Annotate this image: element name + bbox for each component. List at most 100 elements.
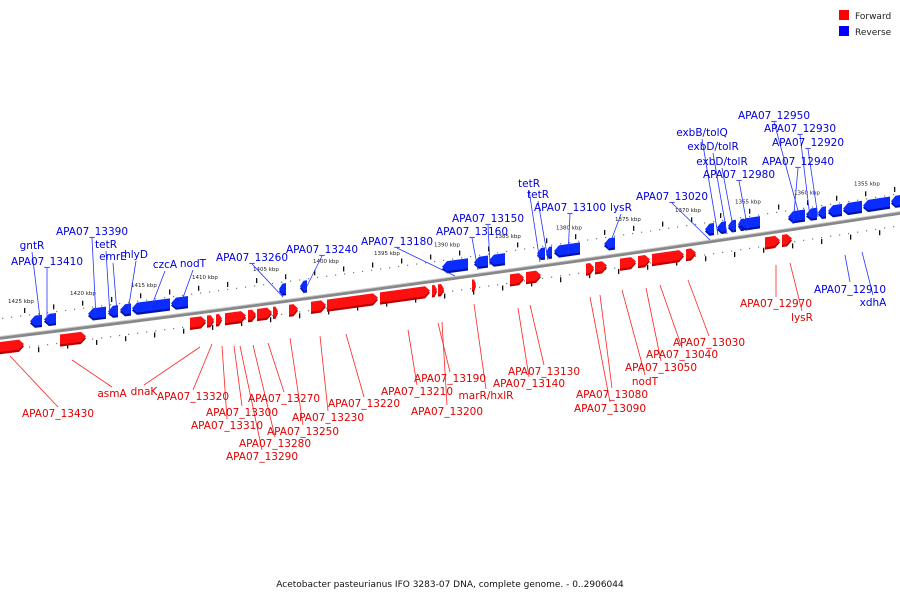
reverse-gene-label[interactable]: APA07_13260 — [216, 252, 288, 264]
forward-gene-label[interactable]: APA07_13220 — [328, 398, 400, 410]
forward-gene[interactable] — [595, 261, 607, 273]
reverse-gene-label[interactable]: tetR — [95, 239, 117, 251]
forward-gene-label[interactable]: APA07_13320 — [157, 391, 229, 403]
reverse-gene-label[interactable]: exbD/tolR — [687, 141, 739, 153]
reverse-gene-label[interactable]: APA07_12950 — [738, 110, 810, 122]
reverse-gene[interactable] — [843, 200, 862, 213]
forward-gene[interactable] — [60, 331, 86, 345]
reverse-gene-label[interactable]: nodT — [180, 258, 207, 270]
reverse-gene[interactable] — [442, 258, 468, 272]
forward-gene[interactable] — [225, 311, 246, 324]
reverse-gene[interactable] — [717, 221, 726, 232]
reverse-gene-label[interactable]: czcA — [153, 259, 178, 271]
forward-gene[interactable] — [652, 250, 684, 265]
forward-gene-label[interactable]: APA07_13190 — [414, 373, 486, 385]
reverse-gene-label[interactable]: exbB/tolQ — [676, 127, 728, 139]
forward-gene-label[interactable]: APA07_13030 — [673, 337, 745, 349]
forward-gene-label[interactable]: APA07_13280 — [239, 438, 311, 450]
reverse-gene[interactable] — [806, 207, 817, 219]
reverse-gene[interactable] — [546, 246, 552, 257]
forward-gene-label[interactable]: APA07_13090 — [574, 403, 646, 415]
reverse-gene[interactable] — [120, 303, 131, 315]
forward-gene-label[interactable]: APA07_13250 — [267, 426, 339, 438]
forward-gene[interactable] — [327, 293, 378, 310]
reverse-gene-label[interactable]: APA07_13150 — [452, 213, 524, 225]
forward-gene-label[interactable]: APA07_13130 — [508, 366, 580, 378]
forward-gene-label[interactable]: marR/hxlR — [459, 390, 514, 402]
forward-gene-label[interactable]: APA07_13210 — [381, 386, 453, 398]
reverse-gene[interactable] — [108, 305, 118, 316]
reverse-gene-label[interactable]: APA07_12920 — [772, 137, 844, 149]
forward-gene-label[interactable]: lysR — [791, 312, 813, 324]
reverse-gene[interactable] — [88, 306, 106, 319]
forward-gene[interactable] — [207, 315, 214, 326]
forward-gene-label[interactable]: APA07_13300 — [206, 407, 278, 419]
reverse-gene[interactable] — [891, 195, 900, 206]
forward-gene-label[interactable]: asmA — [97, 388, 127, 400]
reverse-gene-label[interactable]: lysR — [610, 202, 632, 214]
reverse-gene[interactable] — [171, 296, 188, 308]
forward-gene[interactable] — [380, 286, 430, 303]
forward-gene-label[interactable]: APA07_13310 — [191, 420, 263, 432]
reverse-gene-label[interactable]: tetR — [518, 178, 540, 190]
forward-gene-label[interactable]: APA07_13430 — [22, 408, 94, 420]
forward-gene-label[interactable]: APA07_13050 — [625, 362, 697, 374]
reverse-gene-label[interactable]: APA07_13180 — [361, 236, 433, 248]
forward-gene[interactable] — [248, 309, 256, 321]
reverse-gene-label[interactable]: hlyD — [124, 249, 148, 261]
reverse-gene-label[interactable]: APA07_12910 — [814, 284, 886, 296]
forward-gene[interactable] — [438, 283, 444, 295]
reverse-gene[interactable] — [554, 242, 580, 256]
reverse-gene-label[interactable]: emrE — [99, 251, 127, 263]
reverse-gene[interactable] — [132, 298, 170, 313]
reverse-gene-label[interactable]: exbD/tolR — [696, 156, 748, 168]
reverse-gene-label[interactable]: APA07_13160 — [436, 226, 508, 238]
reverse-gene-label[interactable]: APA07_13390 — [56, 226, 128, 238]
forward-gene-label[interactable]: APA07_13230 — [292, 412, 364, 424]
forward-gene-label[interactable]: APA07_13290 — [226, 451, 298, 463]
reverse-gene[interactable] — [604, 237, 615, 249]
forward-gene[interactable] — [638, 255, 650, 267]
reverse-gene-label[interactable]: APA07_12940 — [762, 156, 834, 168]
reverse-gene[interactable] — [279, 283, 286, 294]
reverse-gene-label[interactable]: APA07_13410 — [11, 256, 83, 268]
reverse-gene[interactable] — [30, 314, 42, 326]
forward-gene[interactable] — [216, 313, 222, 325]
forward-gene[interactable] — [289, 304, 298, 315]
forward-gene-label[interactable]: APA07_13140 — [493, 378, 565, 390]
reverse-gene[interactable] — [489, 253, 505, 265]
forward-gene[interactable] — [257, 307, 272, 319]
reverse-gene[interactable] — [828, 203, 842, 216]
reverse-gene-label[interactable]: APA07_13100 — [534, 202, 606, 214]
reverse-gene[interactable] — [863, 196, 890, 210]
forward-gene[interactable] — [311, 300, 326, 312]
forward-gene-label[interactable]: APA07_13040 — [646, 349, 718, 361]
forward-gene[interactable] — [526, 270, 541, 283]
forward-gene[interactable] — [782, 234, 792, 245]
forward-gene[interactable] — [190, 316, 206, 328]
reverse-gene[interactable] — [474, 255, 488, 267]
forward-gene[interactable] — [620, 257, 636, 269]
reverse-gene[interactable] — [728, 219, 736, 231]
reverse-gene-label[interactable]: APA07_12980 — [703, 169, 775, 181]
reverse-gene-label[interactable]: APA07_13020 — [636, 191, 708, 203]
forward-gene-label[interactable]: APA07_12970 — [740, 298, 812, 310]
reverse-gene[interactable] — [788, 209, 805, 222]
forward-gene-label[interactable]: dnaK — [131, 386, 159, 398]
reverse-gene[interactable] — [705, 222, 714, 234]
reverse-gene-label[interactable]: gntR — [20, 240, 45, 252]
forward-gene-label[interactable]: APA07_13270 — [248, 393, 320, 405]
forward-gene[interactable] — [765, 235, 780, 248]
forward-gene[interactable] — [586, 262, 594, 274]
forward-gene-label[interactable]: nodT — [632, 376, 659, 388]
reverse-gene-label[interactable]: APA07_12930 — [764, 123, 836, 135]
reverse-gene[interactable] — [300, 280, 307, 291]
reverse-gene-label[interactable]: xdhA — [860, 297, 888, 309]
forward-gene[interactable] — [686, 248, 696, 260]
forward-gene-label[interactable]: APA07_13080 — [576, 389, 648, 401]
reverse-gene[interactable] — [818, 206, 826, 217]
forward-gene[interactable] — [472, 279, 476, 290]
reverse-gene[interactable] — [740, 216, 760, 229]
forward-gene[interactable] — [0, 339, 24, 353]
reverse-gene-label[interactable]: tetR — [527, 189, 549, 201]
